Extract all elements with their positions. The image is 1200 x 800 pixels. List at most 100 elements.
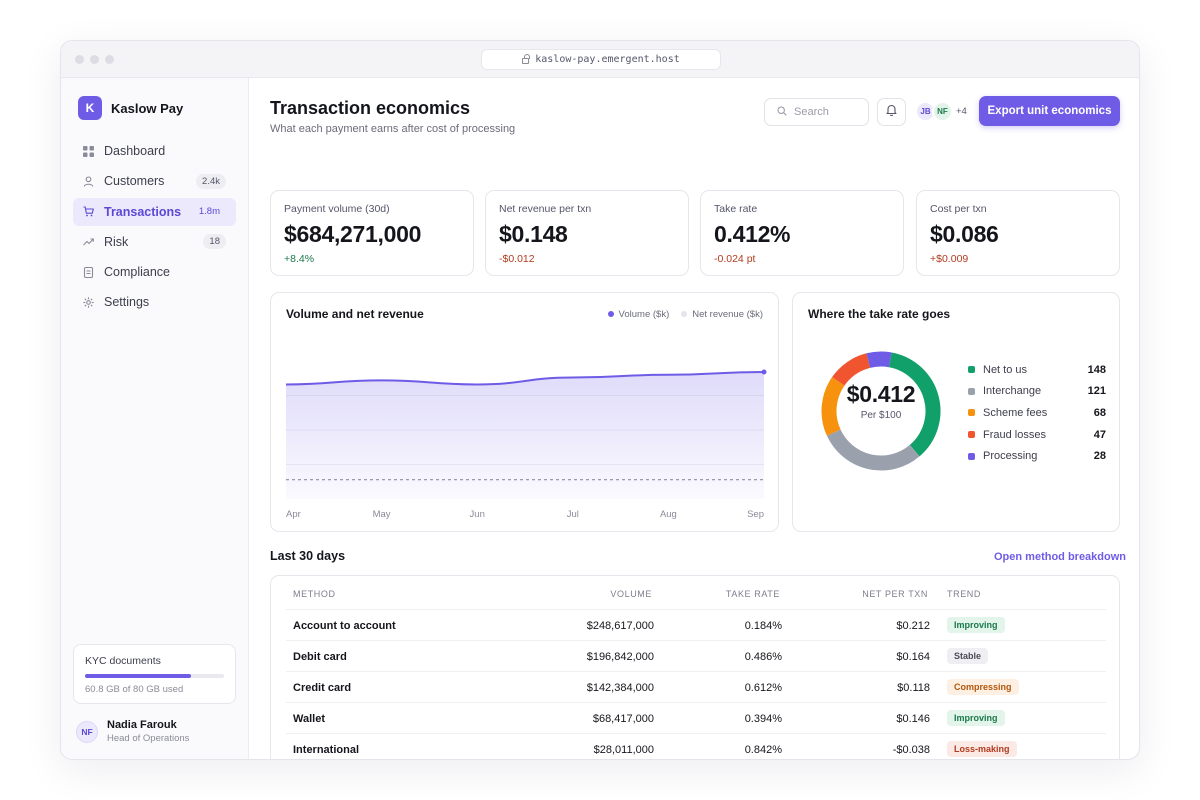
section-title: Last 30 days <box>270 549 346 563</box>
cart-icon <box>83 206 94 217</box>
count-badge: 18 <box>203 234 226 250</box>
table-row[interactable]: Wallet $68,417,000 0.394% $0.146 Improvi… <box>286 702 1106 733</box>
brand[interactable]: K Kaslow Pay <box>78 96 183 120</box>
export-button[interactable]: Export unit economics <box>979 96 1120 126</box>
search-placeholder: Search <box>794 106 829 118</box>
table-row[interactable]: Account to account $248,617,000 0.184% $… <box>286 609 1106 640</box>
column-header-take-rate[interactable]: Take rate <box>725 589 780 599</box>
legend-label: Interchange <box>983 385 1042 398</box>
kpi-label: Cost per txn <box>930 203 987 215</box>
sidebar-item-transactions[interactable]: Transactions 1.8m <box>73 197 236 226</box>
donut-slice-processing[interactable] <box>866 351 892 368</box>
kpi-label: Net revenue per txn <box>499 203 592 215</box>
donut-center-value: $0.412 <box>846 381 916 407</box>
legend-value: 121 <box>1087 385 1106 398</box>
lock-icon <box>522 54 530 64</box>
sidebar-item-customers[interactable]: Customers 2.4k <box>73 167 236 195</box>
kpi-card-net-revenue: Net revenue per txn $0.148 -$0.012 <box>485 190 689 276</box>
collaborator-avatars[interactable]: JB NF +4 <box>915 101 967 122</box>
donut-center: $0.412 Per $100 <box>811 381 951 421</box>
kpi-delta: -$0.012 <box>499 253 535 265</box>
user-profile[interactable]: NF Nadia Farouk Head of Operations <box>76 719 189 744</box>
avatars-more-count: +4 <box>956 106 967 117</box>
window-minimize-dot[interactable] <box>90 55 99 64</box>
notifications-button[interactable] <box>877 98 906 126</box>
donut-slice-scheme-fees[interactable] <box>821 377 845 436</box>
search-icon <box>777 105 787 119</box>
kpi-value: $0.148 <box>499 221 568 247</box>
page-subtitle: What each payment earns after cost of pr… <box>270 123 516 135</box>
browser-titlebar: kaslow-pay.emergent.host <box>61 41 1139 78</box>
sidebar-item-risk[interactable]: Risk 18 <box>73 228 236 256</box>
x-tick-label: Jun <box>470 509 485 520</box>
donut-center-label: Per $100 <box>860 410 902 421</box>
table-row[interactable]: International $28,011,000 0.842% -$0.038… <box>286 733 1106 759</box>
table-header: Method Volume Take rate Net per txn Tren… <box>271 576 1119 610</box>
kpi-delta: -0.024 pt <box>714 253 756 265</box>
cell-net-per-txn: -$0.038 <box>892 744 930 756</box>
address-bar[interactable]: kaslow-pay.emergent.host <box>481 49 721 70</box>
legend-value: 28 <box>1093 450 1106 463</box>
table-row[interactable]: Debit card $196,842,000 0.486% $0.164 St… <box>286 640 1106 671</box>
gear-icon <box>83 297 94 308</box>
kpi-delta: +$0.009 <box>930 253 969 265</box>
trend-badge: Stable <box>947 648 989 664</box>
sidebar-item-settings[interactable]: Settings <box>73 288 236 316</box>
chart-title: Volume and net revenue <box>286 307 424 321</box>
kpi-label: Payment volume (30d) <box>284 203 390 215</box>
legend-label: Processing <box>983 450 1038 463</box>
trend-badge: Improving <box>947 617 1005 633</box>
legend-value: 47 <box>1093 428 1106 441</box>
window-close-dot[interactable] <box>75 55 84 64</box>
document-icon <box>83 266 94 278</box>
cell-volume: $68,417,000 <box>592 713 654 725</box>
legend-item: Scheme fees 68 <box>968 402 1106 424</box>
column-header-net-per-txn[interactable]: Net per txn <box>862 589 928 599</box>
volume-endpoint <box>761 369 767 375</box>
trend-badge: Compressing <box>947 679 1019 695</box>
method-table: Method Volume Take rate Net per txn Tren… <box>270 575 1120 759</box>
sidebar-item-label: Settings <box>104 295 150 310</box>
table-row[interactable]: Credit card $142,384,000 0.612% $0.118 C… <box>286 671 1106 702</box>
cell-net-per-txn: $0.164 <box>896 651 930 663</box>
column-header-volume[interactable]: Volume <box>610 589 652 599</box>
kpi-delta: +8.4% <box>284 253 315 265</box>
cell-net-per-txn: $0.146 <box>896 713 930 725</box>
sidebar-item-compliance[interactable]: Compliance <box>73 258 236 286</box>
cell-take-rate: 0.612% <box>744 682 782 694</box>
donut-chart <box>821 351 941 471</box>
volume-chart-card: Volume and net revenue Volume ($k) Net r… <box>270 292 779 532</box>
column-header-trend[interactable]: Trend <box>947 589 981 599</box>
legend-label: Net to us <box>983 363 1028 376</box>
storage-progress-fill <box>85 674 191 678</box>
donut-slice-interchange[interactable] <box>826 429 920 471</box>
chart-legend: Volume ($k) Net revenue ($k) <box>607 309 763 320</box>
sidebar-item-label: Dashboard <box>104 144 166 158</box>
open-method-breakdown-link[interactable]: Open method breakdown <box>994 551 1127 563</box>
trend-badge: Loss-making <box>947 741 1017 757</box>
cell-volume: $142,384,000 <box>586 682 654 694</box>
trend-badge: Improving <box>947 710 1005 726</box>
avatar: NF <box>76 720 98 743</box>
take-rate-card: Where the take rate goes $0.412 Per $100… <box>792 292 1120 532</box>
volume-area <box>286 372 764 499</box>
cell-method: International <box>293 744 360 756</box>
kpi-value: 0.412% <box>714 221 791 247</box>
cell-net-per-txn: $0.118 <box>897 682 930 694</box>
legend-item: Interchange 121 <box>968 381 1106 403</box>
legend-item: Net to us 148 <box>968 359 1106 381</box>
kpi-card-payment-volume: Payment volume (30d) $684,271,000 +8.4% <box>270 190 474 276</box>
search-input[interactable]: Search <box>764 98 869 126</box>
cell-take-rate: 0.394% <box>744 713 782 725</box>
window-maximize-dot[interactable] <box>105 55 114 64</box>
cell-volume: $248,617,000 <box>586 620 654 632</box>
sidebar-nav: Dashboard Customers 2.4k Transactions 1.… <box>73 137 236 319</box>
storage-widget[interactable]: KYC documents 60.8 GB of 80 GB used <box>73 644 236 704</box>
sidebar-item-label: Transactions <box>104 204 182 219</box>
kpi-card-take-rate: Take rate 0.412% -0.024 pt <box>700 190 904 276</box>
donut-slice-net-to-us[interactable] <box>888 352 941 457</box>
donut-slice-fraud-losses[interactable] <box>832 353 871 386</box>
cell-volume: $196,842,000 <box>586 651 654 663</box>
column-header-method[interactable]: Method <box>293 589 336 599</box>
sidebar-item-dashboard[interactable]: Dashboard <box>73 137 236 165</box>
